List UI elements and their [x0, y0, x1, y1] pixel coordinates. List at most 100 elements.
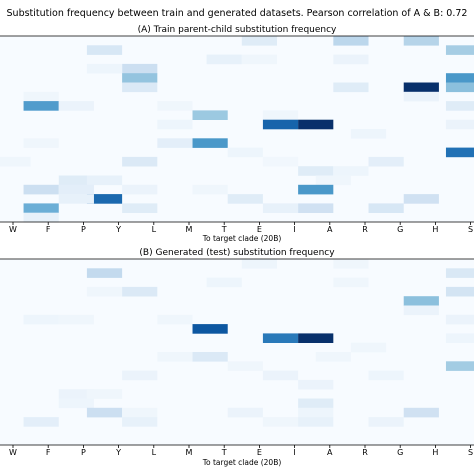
heatmap-cell	[298, 119, 334, 130]
heatmap-cell	[122, 407, 158, 418]
heatmap-cell	[298, 417, 334, 427]
x-tick-label: A	[327, 448, 333, 457]
heatmap-cell	[262, 119, 299, 130]
heatmap-cell	[86, 45, 123, 55]
heatmap-cell	[23, 417, 59, 427]
heatmap-cell	[23, 212, 59, 223]
x-tick-label: E	[257, 225, 262, 234]
heatmap-cell	[333, 259, 369, 269]
heatmap-cell	[206, 54, 242, 65]
heatmap-cell	[227, 147, 263, 158]
heatmap-cell	[403, 36, 439, 46]
x-tick-label: Y	[115, 225, 121, 234]
heatmap-cell	[23, 138, 59, 148]
heatmap-cell	[333, 166, 369, 176]
heatmap-cell	[445, 314, 474, 325]
heatmap-cell	[241, 36, 277, 46]
x-tick-label: W	[9, 225, 17, 234]
x-tick-label: G	[397, 225, 403, 234]
heatmap-cell	[157, 119, 193, 130]
heatmap-cell	[445, 333, 474, 343]
heatmap-cell	[86, 268, 123, 278]
heatmap-cell	[445, 147, 474, 158]
heatmap-cell	[122, 286, 158, 297]
x-tick-label: Y	[115, 448, 121, 457]
heatmap-cell	[333, 54, 369, 65]
heatmap-cell	[227, 407, 263, 418]
heatmap-cell	[445, 286, 474, 297]
heatmap-cell	[122, 184, 158, 195]
x-tick-label: F	[46, 448, 51, 457]
heatmap-cell	[58, 194, 94, 204]
heatmap-cell	[315, 352, 351, 362]
heatmap-panel-b: (B) Generated (test) substitution freque…	[0, 248, 474, 467]
heatmap-cell	[350, 342, 387, 353]
heatmap-cell	[227, 194, 263, 204]
x-tick-label: R	[362, 448, 368, 457]
heatmap-cell	[298, 166, 334, 176]
heatmap-cell	[86, 194, 123, 204]
x-tick-label: A	[327, 225, 333, 234]
heatmap-cell	[241, 259, 277, 269]
heatmap-cell	[192, 184, 228, 195]
x-tick-label: L	[152, 448, 157, 457]
heatmap-cell	[262, 156, 299, 167]
heatmap-cell	[23, 203, 59, 213]
x-tick-label: F	[46, 225, 51, 234]
heatmap-cell	[445, 101, 474, 111]
heatmap-cell	[122, 82, 158, 93]
x-tick-label: G	[397, 448, 403, 457]
heatmap-cell	[157, 101, 193, 111]
heatmap-cell	[403, 194, 439, 204]
heatmap-cell	[58, 175, 94, 186]
heatmap-cell	[262, 203, 299, 213]
heatmap-cell	[227, 361, 263, 371]
heatmap-cell	[122, 370, 158, 381]
x-tick-label: W	[9, 448, 17, 457]
heatmap-cell	[298, 203, 334, 213]
heatmap-cell	[403, 305, 439, 316]
heatmap-cell	[262, 110, 299, 120]
heatmap-cell	[262, 370, 299, 381]
heatmap-cell	[298, 184, 334, 195]
heatmap-cell	[192, 352, 228, 362]
x-tick-label: P	[81, 225, 86, 234]
heatmap-cell	[86, 286, 123, 297]
heatmap-cell	[403, 91, 439, 102]
heatmap-cell	[122, 73, 158, 83]
heatmap-cell	[445, 361, 474, 371]
heatmap-cell	[157, 352, 193, 362]
heatmap-cell	[333, 36, 369, 46]
figure-suptitle: Substitution frequency between train and…	[7, 8, 468, 19]
heatmap-cell	[122, 63, 158, 74]
heatmap-cell	[192, 110, 228, 120]
heatmap-cell	[403, 82, 439, 93]
x-tick-label: I	[293, 448, 295, 457]
heatmap-cell	[445, 82, 474, 93]
panel-title: (B) Generated (test) substitution freque…	[139, 248, 335, 258]
heatmap-cell	[368, 203, 404, 213]
x-tick-label: M	[186, 225, 193, 234]
heatmap-cell	[0, 156, 31, 167]
heatmap-cell	[445, 45, 474, 55]
heatmap-cell	[23, 314, 59, 325]
heatmap-cell	[157, 138, 193, 148]
x-tick-label: T	[221, 448, 227, 457]
heatmap-cell	[86, 407, 123, 418]
heatmap-cell	[368, 370, 404, 381]
x-tick-label: T	[221, 225, 227, 234]
heatmap-cell	[298, 333, 334, 343]
heatmap-cell	[298, 407, 334, 418]
x-tick-label: S	[468, 225, 473, 234]
heatmap-cell	[86, 389, 123, 399]
heatmap-cell	[23, 184, 59, 195]
heatmap-cell	[58, 398, 94, 409]
x-tick-label: E	[257, 448, 262, 457]
x-tick-label: H	[432, 448, 438, 457]
heatmap-cell	[403, 407, 439, 418]
heatmap-cell	[58, 314, 94, 325]
heatmap-cell	[23, 101, 59, 111]
heatmap-cell	[58, 184, 94, 195]
heatmap-cell	[192, 324, 228, 334]
